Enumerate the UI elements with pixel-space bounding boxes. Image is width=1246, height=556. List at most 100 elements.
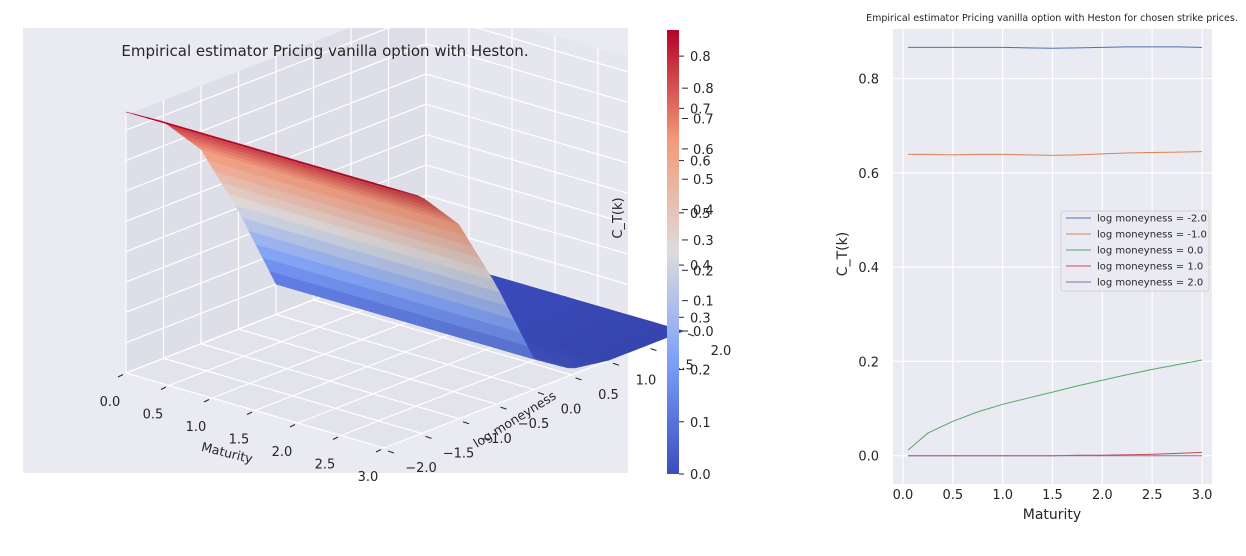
surface-mesh (125, 111, 685, 369)
colorbar-ticks: 0.00.10.20.30.40.50.60.70.8 (679, 50, 711, 483)
x-tick-mark (160, 386, 167, 390)
x-tick-label: 0.5 (942, 488, 963, 503)
legend-label-3: log moneyness = 1.0 (1097, 262, 1203, 273)
y-tick-label: −2.0 (405, 461, 437, 476)
z-tick-label: 0.7 (693, 113, 714, 128)
y-tick-label: 0.5 (598, 388, 619, 403)
x-tick-label: 2.5 (315, 458, 336, 473)
grid-line-z (425, 134, 628, 194)
x-tick-label: 1.5 (1042, 488, 1063, 503)
legend-label-2: log moneyness = 0.0 (1097, 246, 1203, 257)
x-tick-label: 0.5 (143, 408, 164, 423)
y-tick-mark (462, 421, 470, 425)
x-tick-label: 1.0 (186, 420, 207, 435)
grid-line-y (200, 343, 460, 420)
line-chart-y-axis-label: C_T(k) (835, 232, 851, 276)
line-chart-ticks: 0.0 0.5 1.0 1.5 2.0 2.5 3.0 0.0 0.2 0.4 0.6 0.8 (858, 73, 1212, 503)
x-tick-label: 1.0 (992, 488, 1013, 503)
y-tick-mark (500, 406, 507, 410)
x-tick-label: 3.0 (358, 470, 379, 485)
grid-line-z (125, 28, 390, 131)
x-tick-mark (117, 374, 124, 378)
z-tick-label: 0.1 (693, 295, 714, 310)
y-tick-label: 2.0 (711, 344, 732, 359)
y-tick-label: 0.0 (858, 450, 879, 465)
legend-label-4: log moneyness = 2.0 (1097, 278, 1203, 289)
y-tick-label: −1.0 (480, 432, 512, 447)
grid-line-z (425, 225, 628, 285)
surface-patch (373, 183, 391, 189)
line-chart-legend: log moneyness = -2.0 log moneyness = -1.0… (1060, 210, 1210, 292)
x-tick-label: 3.0 (1192, 488, 1213, 503)
grid-line-z (474, 28, 628, 73)
x-tick-label: 1.5 (229, 433, 250, 448)
grid-line-z (425, 42, 628, 103)
x-tick-mark (332, 436, 339, 440)
grid-line-z (425, 73, 628, 134)
z-tick-label: 0.6 (693, 143, 714, 158)
x-tick-mark (203, 399, 210, 403)
back-pane (426, 28, 628, 315)
colorbar-tick-label: 0.7 (690, 102, 711, 117)
grid-line-y (238, 328, 497, 405)
grid-line-z (125, 42, 427, 162)
z-tick-label: 0.2 (693, 264, 714, 279)
x-tick-label: 2.0 (1092, 488, 1113, 503)
colorbar-tick-label: 0.1 (690, 416, 711, 431)
series-line-1 (908, 151, 1203, 156)
colorbar-tick-label: 0.3 (690, 311, 711, 326)
line-chart-title: Empirical estimator Pricing vanilla opti… (866, 13, 1238, 24)
z-tick-label: 0.8 (693, 82, 714, 97)
y-tick-label: 0.8 (858, 73, 879, 88)
x-tick-label: 2.0 (272, 445, 293, 460)
x-tick-mark (289, 424, 296, 428)
z-tick-label: 0.0 (693, 325, 714, 340)
legend-label-1: log moneyness = -1.0 (1097, 230, 1207, 241)
grid-line-z (125, 73, 427, 192)
y-tick-label: 0.6 (858, 167, 879, 182)
series-line-2 (907, 359, 1203, 451)
y-tick-label: 0.4 (858, 261, 879, 276)
colorbar-tick-label: 0.4 (690, 259, 711, 274)
line-chart-x-axis-label: Maturity (1023, 507, 1081, 523)
y-tick-mark (387, 450, 395, 454)
colorbar-tick-label: 0.2 (690, 364, 711, 379)
x-tick-label: 0.0 (100, 395, 121, 410)
x-tick-mark (375, 449, 382, 453)
colorbar-tick-label: 0.8 (690, 50, 711, 65)
surface-plot-ticks: 0.0 0.5 1.0 1.5 2.0 2.5 3.0 −2.0 −1.5 −1.0 −0.5 0.0… (100, 82, 732, 485)
y-tick-mark (425, 435, 432, 439)
line-chart-panel: 0.0 0.5 1.0 1.5 2.0 2.5 3.0 0.0 0.2 0.4 0.6 0.8 Emp… (835, 13, 1238, 523)
y-tick-mark (687, 333, 695, 337)
grid-line-y (275, 313, 535, 391)
y-tick-label: 1.0 (636, 373, 657, 388)
colorbar-tick-label: 0.0 (690, 468, 711, 483)
x-tick-label: 0.0 (893, 488, 914, 503)
z-tick-label: 0.5 (693, 173, 714, 188)
y-tick-label: 0.2 (858, 355, 879, 370)
y-tick-mark (537, 392, 545, 395)
colorbar-tick-label: 0.6 (690, 155, 711, 170)
grid-line-y (313, 299, 572, 376)
x-tick-mark (246, 411, 253, 415)
grid-line-z (425, 103, 628, 164)
surface-plot-panel: 0.0 0.5 1.0 1.5 2.0 2.5 3.0 −2.0 −1.5 −1.0 −0.5 0.0… (23, 28, 732, 485)
x-tick-label: 2.5 (1142, 488, 1163, 503)
grid-line-z (425, 194, 628, 255)
y-tick-label: 0.0 (561, 403, 582, 418)
legend-box (1060, 210, 1210, 292)
colorbar-gradient (667, 30, 679, 474)
y-tick-label: −1.5 (443, 446, 475, 461)
y-tick-mark (650, 348, 657, 352)
grid-line-y (125, 372, 385, 449)
grid-line-z (425, 164, 628, 225)
legend-label-0: log moneyness = -2.0 (1097, 214, 1207, 225)
surface-z-axis-label: C_T(k) (611, 197, 626, 238)
line-chart-series (907, 46, 1203, 457)
z-tick-label: 0.3 (693, 234, 714, 249)
z-tick-label: 0.4 (693, 204, 714, 219)
legend-items: log moneyness = -2.0 log moneyness = -1.0… (1066, 214, 1207, 289)
colorbar: 0.00.10.20.30.40.50.60.70.8 (667, 30, 711, 483)
colorbar-tick-label: 0.5 (690, 207, 711, 222)
